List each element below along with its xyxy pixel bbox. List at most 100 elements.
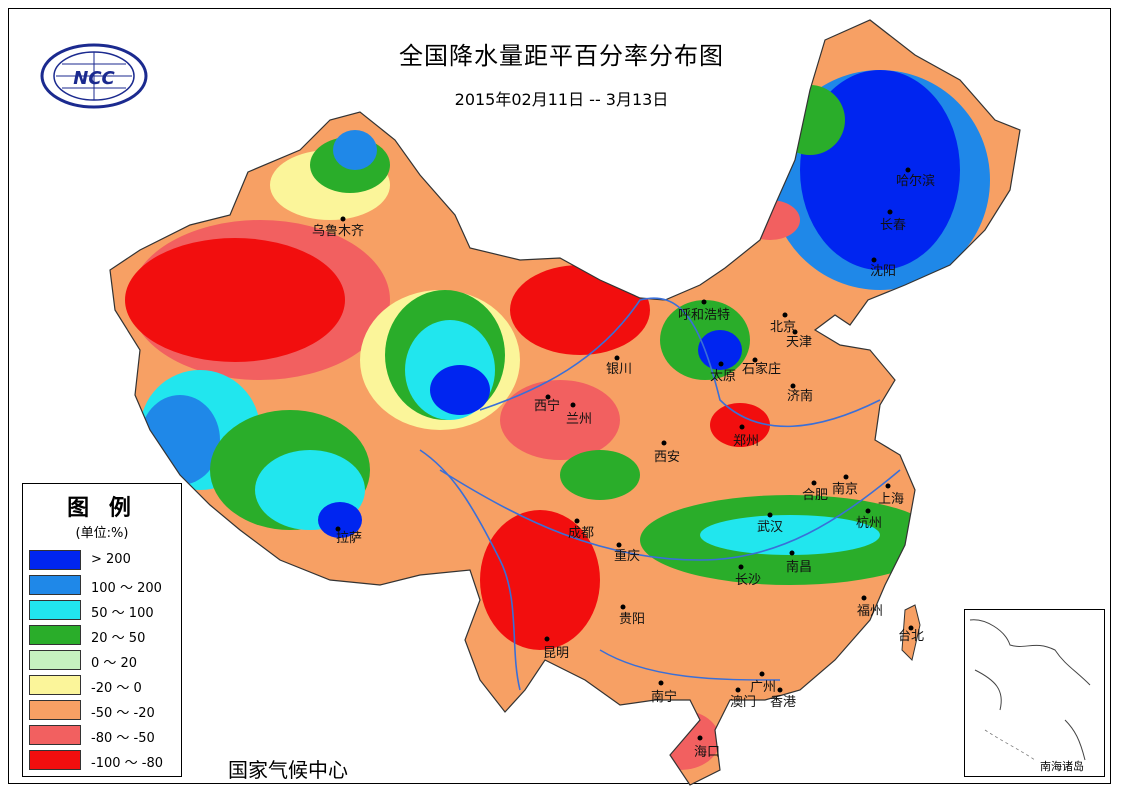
city-label: 太原 [710, 369, 737, 384]
city-label: 海口 [694, 745, 721, 760]
city-label: 广州 [750, 680, 777, 695]
legend-item: 50 ～ 100 [27, 600, 177, 621]
region-qaidam-core [430, 365, 490, 415]
city-marker [738, 564, 744, 570]
city-marker [620, 604, 626, 610]
legend-swatch [29, 725, 81, 745]
legend-item: -80 ～ -50 [27, 725, 177, 746]
river-yellow [479, 297, 881, 428]
city-label: 南京 [832, 482, 859, 497]
city-label: 澳门 [730, 695, 757, 710]
city-label: 长春 [880, 218, 907, 233]
city-marker [905, 167, 911, 173]
city-marker [735, 687, 741, 693]
region-gansu [500, 380, 620, 460]
map-subtitle: 2015年02月11日 -- 3月13日 [454, 90, 669, 109]
city-marker [790, 383, 796, 389]
ncc-logo: NCC [38, 40, 150, 110]
legend-swatch [29, 625, 81, 645]
taiwan-island [901, 604, 921, 661]
river-pearl [599, 649, 781, 681]
legend-label: 100 ～ 200 [91, 581, 162, 596]
city-marker [701, 299, 707, 305]
city-label: 西安 [654, 450, 681, 465]
city-label: 上海 [878, 492, 905, 507]
city-marker [885, 483, 891, 489]
city-label: 石家庄 [742, 362, 782, 377]
legend-label: -20 ～ 0 [91, 681, 142, 696]
city-marker [614, 355, 620, 361]
city-label: 西宁 [534, 399, 561, 414]
city-label: 拉萨 [336, 531, 363, 546]
legend-item: 20 ～ 50 [27, 625, 177, 646]
globe-icon: NCC [40, 43, 148, 109]
legend-swatch [29, 650, 81, 670]
city-marker [335, 526, 341, 532]
legend-swatch [29, 600, 81, 620]
inset-map [969, 619, 1091, 761]
city-marker [545, 394, 551, 400]
shaded-anomaly-field [110, 20, 1020, 785]
city-label: 福州 [857, 604, 884, 619]
city-label: 济南 [787, 389, 814, 404]
river-yangtze [439, 469, 901, 561]
inset-label: 南海诸岛 [1040, 760, 1084, 773]
svg-text:NCC: NCC [73, 68, 115, 89]
city-markers [335, 167, 914, 741]
legend-item: > 200 [27, 550, 177, 570]
city-marker [544, 636, 550, 642]
city-marker [887, 209, 893, 215]
city-marker [574, 518, 580, 524]
city-marker [792, 329, 798, 335]
legend-swatch [29, 750, 81, 770]
city-marker [782, 312, 788, 318]
region-yangtze-wet [700, 515, 880, 555]
region-altay-wet [333, 130, 377, 170]
city-marker [570, 402, 576, 408]
city-label: 银川 [606, 362, 633, 377]
city-marker [777, 687, 783, 693]
city-marker [843, 474, 849, 480]
city-label: 长沙 [735, 573, 762, 588]
region-chifeng [740, 200, 800, 240]
city-marker [739, 424, 745, 430]
city-label: 南昌 [786, 560, 813, 575]
city-marker [661, 440, 667, 446]
legend-label: -80 ～ -50 [91, 731, 155, 746]
city-label: 天津 [786, 335, 813, 350]
city-marker [718, 361, 724, 367]
city-label: 合肥 [802, 488, 829, 503]
legend-swatch [29, 550, 81, 570]
legend-swatch [29, 575, 81, 595]
city-label: 呼和浩特 [678, 308, 731, 323]
city-label: 兰州 [566, 412, 593, 427]
city-label: 台北 [898, 629, 925, 644]
city-label: 香港 [770, 695, 797, 710]
region-lhasa [318, 502, 362, 538]
city-label: 乌鲁木齐 [312, 224, 365, 239]
legend-item: -20 ～ 0 [27, 675, 177, 696]
city-marker [811, 480, 817, 486]
region-west-tibet-core [140, 395, 220, 485]
region-shaanxi-south [560, 450, 640, 500]
legend-label: 0 ～ 20 [91, 656, 138, 671]
river-west [419, 449, 521, 691]
city-marker [616, 542, 622, 548]
figure-frame [8, 8, 1111, 784]
legend: 图 例 (单位:%) > 200 100 ～ 200 50 ～ 100 20 ～ 50… [22, 483, 182, 777]
city-label: 重庆 [614, 549, 641, 564]
legend-item: 0 ～ 20 [27, 650, 177, 671]
city-marker [658, 680, 664, 686]
city-marker [340, 216, 346, 222]
city-marker [865, 508, 871, 514]
legend-swatch [29, 675, 81, 695]
city-marker [908, 625, 914, 631]
region-zhengzhou [710, 403, 770, 447]
city-label: 哈尔滨 [896, 174, 936, 189]
map-title: 全国降水量距平百分率分布图 [399, 42, 724, 70]
legend-swatch [29, 700, 81, 720]
legend-label: 50 ～ 100 [91, 606, 154, 621]
south-china-sea-inset [964, 609, 1105, 777]
city-label: 北京 [770, 320, 797, 335]
